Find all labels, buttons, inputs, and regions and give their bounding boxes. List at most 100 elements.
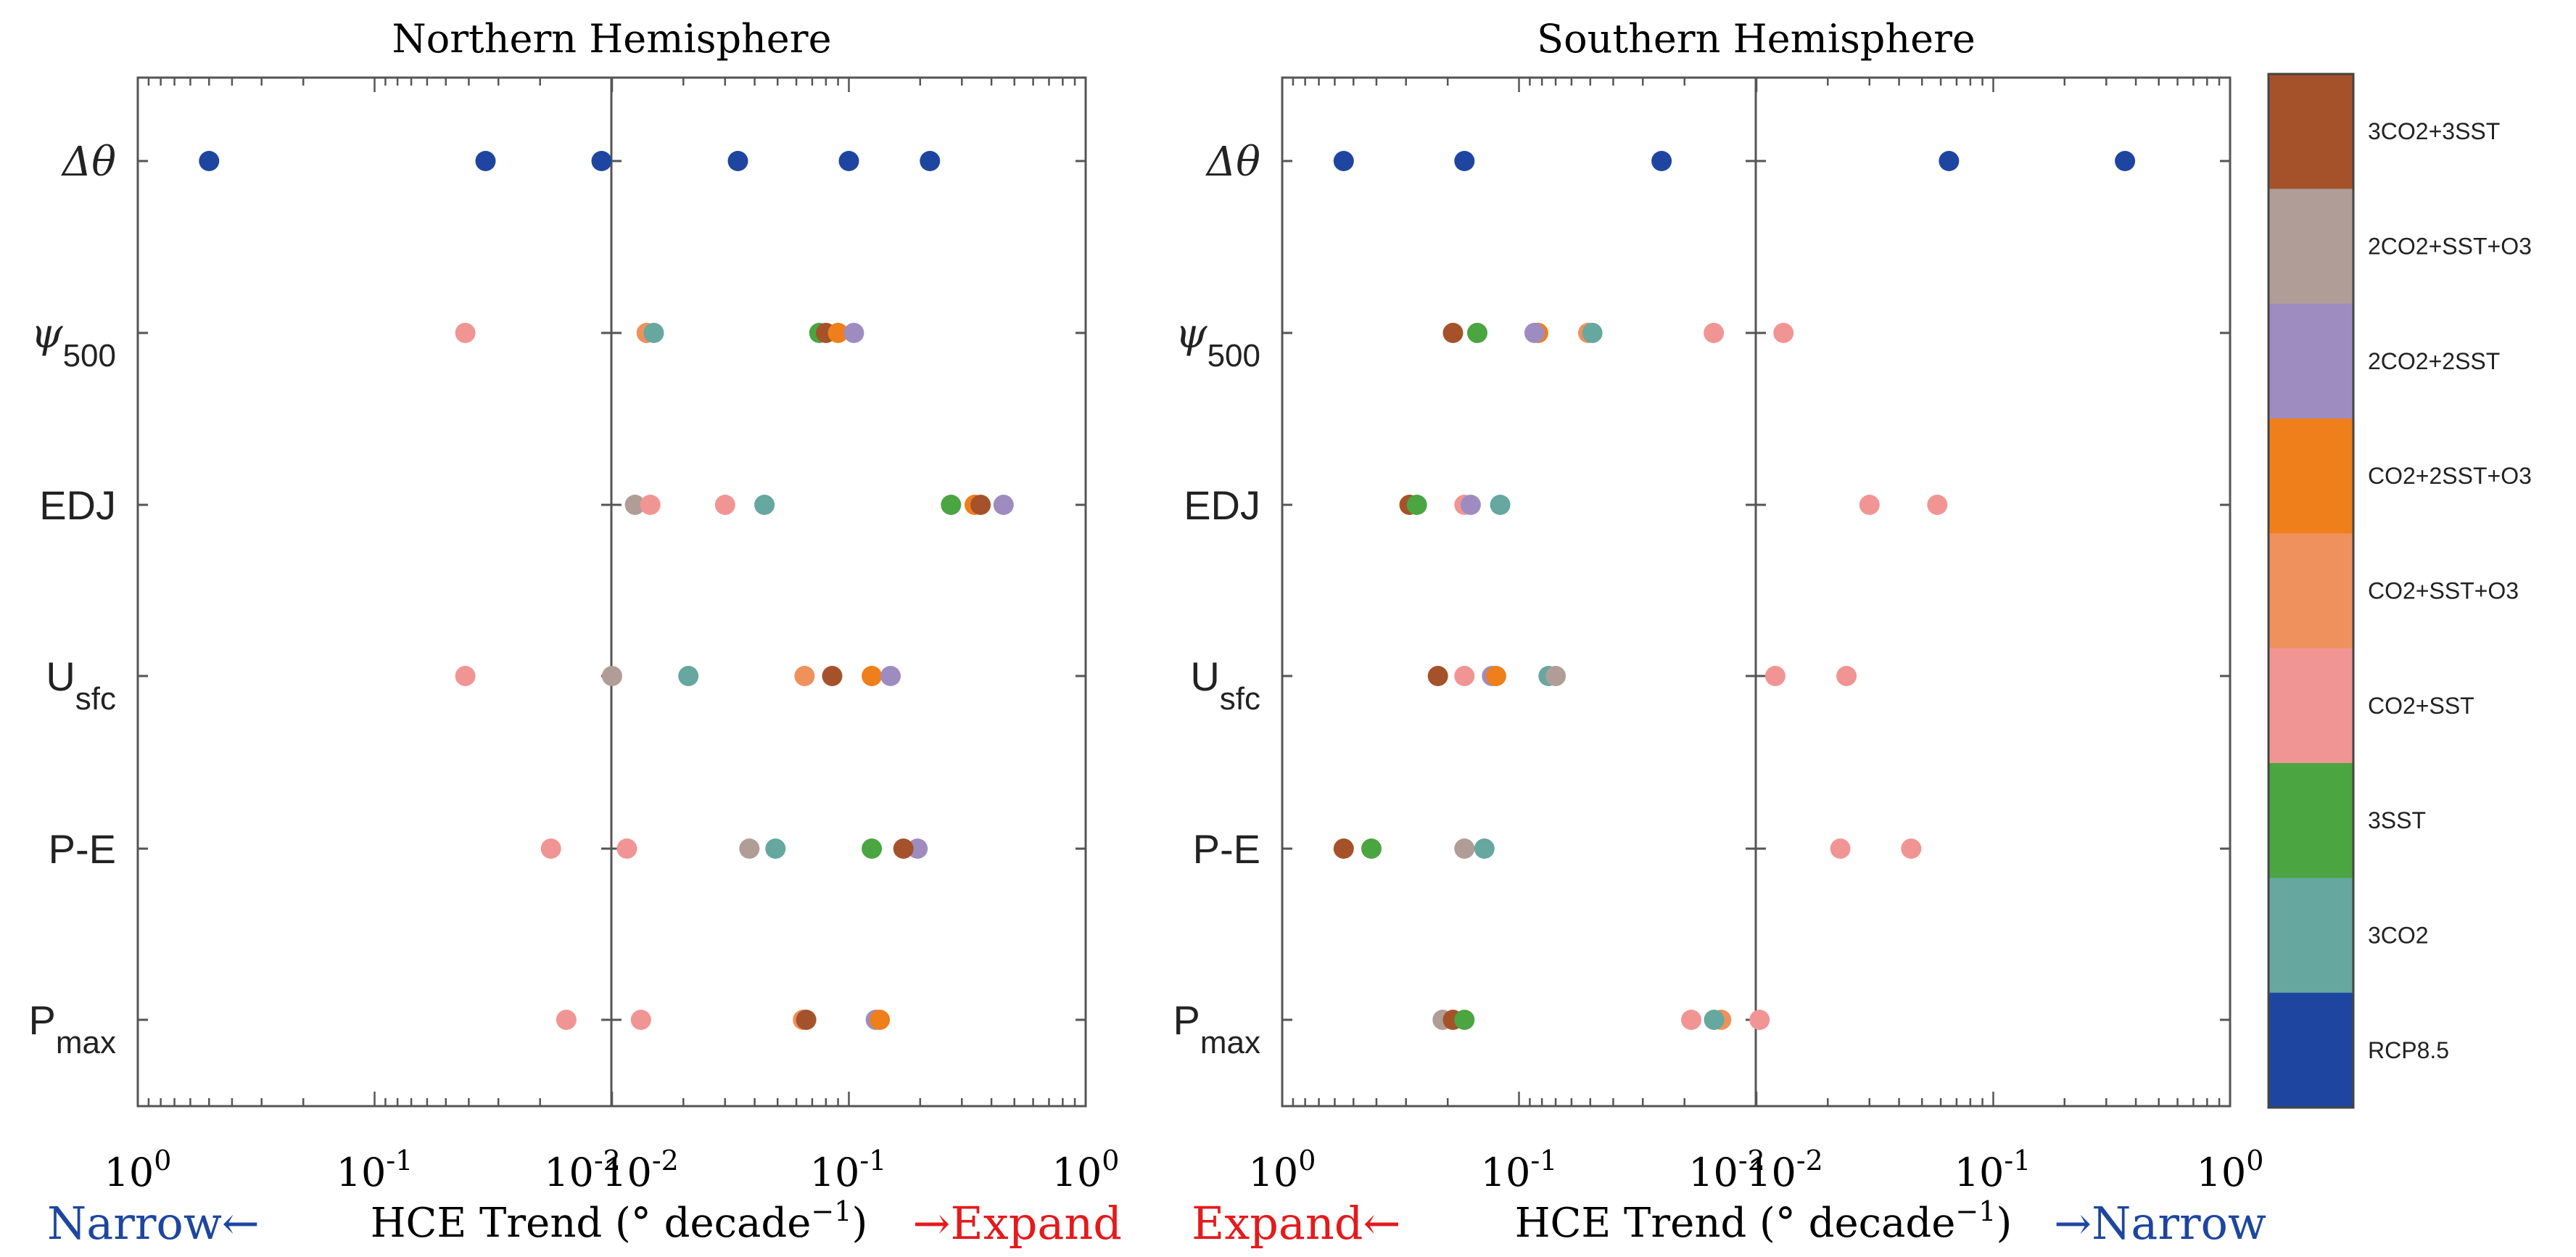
data-point-psi500: [1442, 323, 1464, 343]
data-point-usfc: [678, 666, 699, 686]
data-point-dtheta: [838, 151, 859, 171]
data-point-psi500: [827, 323, 849, 343]
legend-swatch: [2269, 878, 2353, 994]
data-point-psi500: [1582, 323, 1603, 343]
data-point-pe: [862, 838, 883, 859]
row-label-pmax: Pmax: [1173, 997, 1260, 1060]
data-point-edj: [1859, 495, 1880, 515]
data-point-psi500: [843, 323, 864, 343]
legend-label: 3CO2+3SST: [2368, 118, 2500, 144]
data-point-edj: [1490, 495, 1511, 515]
data-point-usfc: [794, 666, 815, 686]
data-point-edj: [941, 495, 962, 515]
data-point-psi500: [1704, 323, 1725, 343]
row-label-psi500: ψ500: [1176, 310, 1260, 374]
data-point-pmax: [1681, 1010, 1701, 1030]
data-point-usfc: [602, 666, 622, 686]
x-tick-label: 100: [2197, 1145, 2264, 1195]
data-point-usfc: [862, 666, 883, 686]
legend-label: CO2+2SST+O3: [2368, 463, 2532, 489]
legend-frame: [2267, 73, 2355, 1109]
data-point-dtheta: [1333, 151, 1354, 171]
direction-label-right: →Narrow: [2054, 1197, 2266, 1250]
data-point-dtheta: [1939, 151, 1960, 171]
data-point-pmax: [1704, 1010, 1725, 1030]
row-label-edj: EDJ: [1184, 482, 1260, 528]
data-point-pe: [1830, 838, 1851, 859]
row-label-edj: EDJ: [39, 482, 116, 528]
data-point-usfc: [1454, 666, 1475, 686]
legend-label: 3SST: [2368, 807, 2426, 833]
data-point-usfc: [880, 666, 901, 686]
legend-swatch: [2269, 763, 2353, 878]
data-point-edj: [714, 495, 735, 515]
data-point-dtheta: [1454, 151, 1475, 171]
data-point-psi500: [1467, 323, 1487, 343]
data-point-pmax: [630, 1010, 651, 1030]
x-axis-label: HCE Trend (° decade−1): [1515, 1195, 2012, 1247]
data-point-usfc: [1836, 666, 1857, 686]
legend-label: 2CO2+SST+O3: [2368, 234, 2532, 260]
data-point-dtheta: [199, 151, 220, 171]
data-point-pmax: [556, 1010, 577, 1030]
x-axis-label: HCE Trend (° decade−1): [371, 1195, 868, 1247]
x-tick-label: 10-1: [1481, 1145, 1558, 1195]
data-point-psi500: [1524, 323, 1545, 343]
x-tick-label: 10-1: [1954, 1145, 2031, 1195]
x-tick-label: 10-1: [337, 1145, 413, 1195]
x-tick-label: 10-2: [544, 1145, 621, 1195]
data-point-dtheta: [591, 151, 612, 171]
data-point-edj: [1927, 495, 1948, 515]
data-point-pe: [765, 838, 786, 859]
data-point-psi500: [455, 323, 476, 343]
data-point-edj: [970, 495, 991, 515]
data-point-edj: [1406, 495, 1427, 515]
x-tick-label: 10-1: [810, 1145, 887, 1195]
direction-label-left: Expand←: [1192, 1197, 1400, 1250]
data-point-pmax: [796, 1010, 817, 1030]
row-label-usfc: Usfc: [46, 654, 116, 717]
row-label-psi500: ψ500: [31, 310, 116, 374]
row-label-dtheta: Δθ: [61, 139, 116, 186]
data-point-usfc: [455, 666, 476, 686]
data-point-dtheta: [475, 151, 496, 171]
x-tick-label: 10-2: [1688, 1145, 1765, 1195]
panel-northern: Northern Hemisphere 100 10-1 10-210-2 10-1 10…: [29, 16, 1122, 1250]
panel-title: Northern Hemisphere: [392, 16, 831, 62]
row-label-pe: P-E: [1193, 826, 1260, 872]
row-label-pe: P-E: [49, 826, 116, 872]
data-point-pe: [616, 838, 637, 859]
data-point-pmax: [870, 1010, 891, 1030]
data-point-dtheta: [2115, 151, 2136, 171]
data-point-pmax: [1454, 1010, 1475, 1030]
x-tick-label: 100: [1052, 1145, 1120, 1195]
data-point-pe: [1361, 838, 1382, 859]
data-point-pe: [1454, 838, 1475, 859]
data-point-pmax: [1749, 1010, 1770, 1030]
data-point-edj: [993, 495, 1014, 515]
data-point-usfc: [822, 666, 843, 686]
data-point-usfc: [1427, 666, 1448, 686]
data-point-pe: [1333, 838, 1354, 859]
legend-swatch: [2269, 303, 2353, 419]
data-point-psi500: [643, 323, 664, 343]
data-point-edj: [624, 495, 645, 515]
x-tick-label: 100: [1249, 1145, 1316, 1195]
legend-swatch: [2269, 74, 2353, 189]
data-point-edj: [754, 495, 775, 515]
x-tick-label: 10-2: [1746, 1145, 1823, 1195]
legend-colorbar: 3CO2+3SST 2CO2+SST+O3 2CO2+2SST CO2+2SST+O3…: [2267, 73, 2532, 1109]
x-tick-label: 10-2: [602, 1145, 679, 1195]
legend-label: RCP8.5: [2368, 1037, 2449, 1063]
data-point-pe: [907, 838, 928, 859]
legend-swatch: [2269, 992, 2353, 1108]
legend-swatch: [2269, 533, 2353, 649]
panel-southern: Southern Hemisphere 100 10-1 10-210-2 10-1 10…: [1173, 16, 2266, 1250]
data-point-usfc: [1545, 666, 1566, 686]
data-point-pe: [893, 838, 914, 859]
legend-label: 3CO2: [2368, 923, 2429, 949]
data-point-pe: [739, 838, 760, 859]
legend-label: 2CO2+2SST: [2368, 348, 2500, 374]
x-tick-label: 100: [104, 1145, 172, 1195]
row-label-usfc: Usfc: [1190, 654, 1260, 717]
